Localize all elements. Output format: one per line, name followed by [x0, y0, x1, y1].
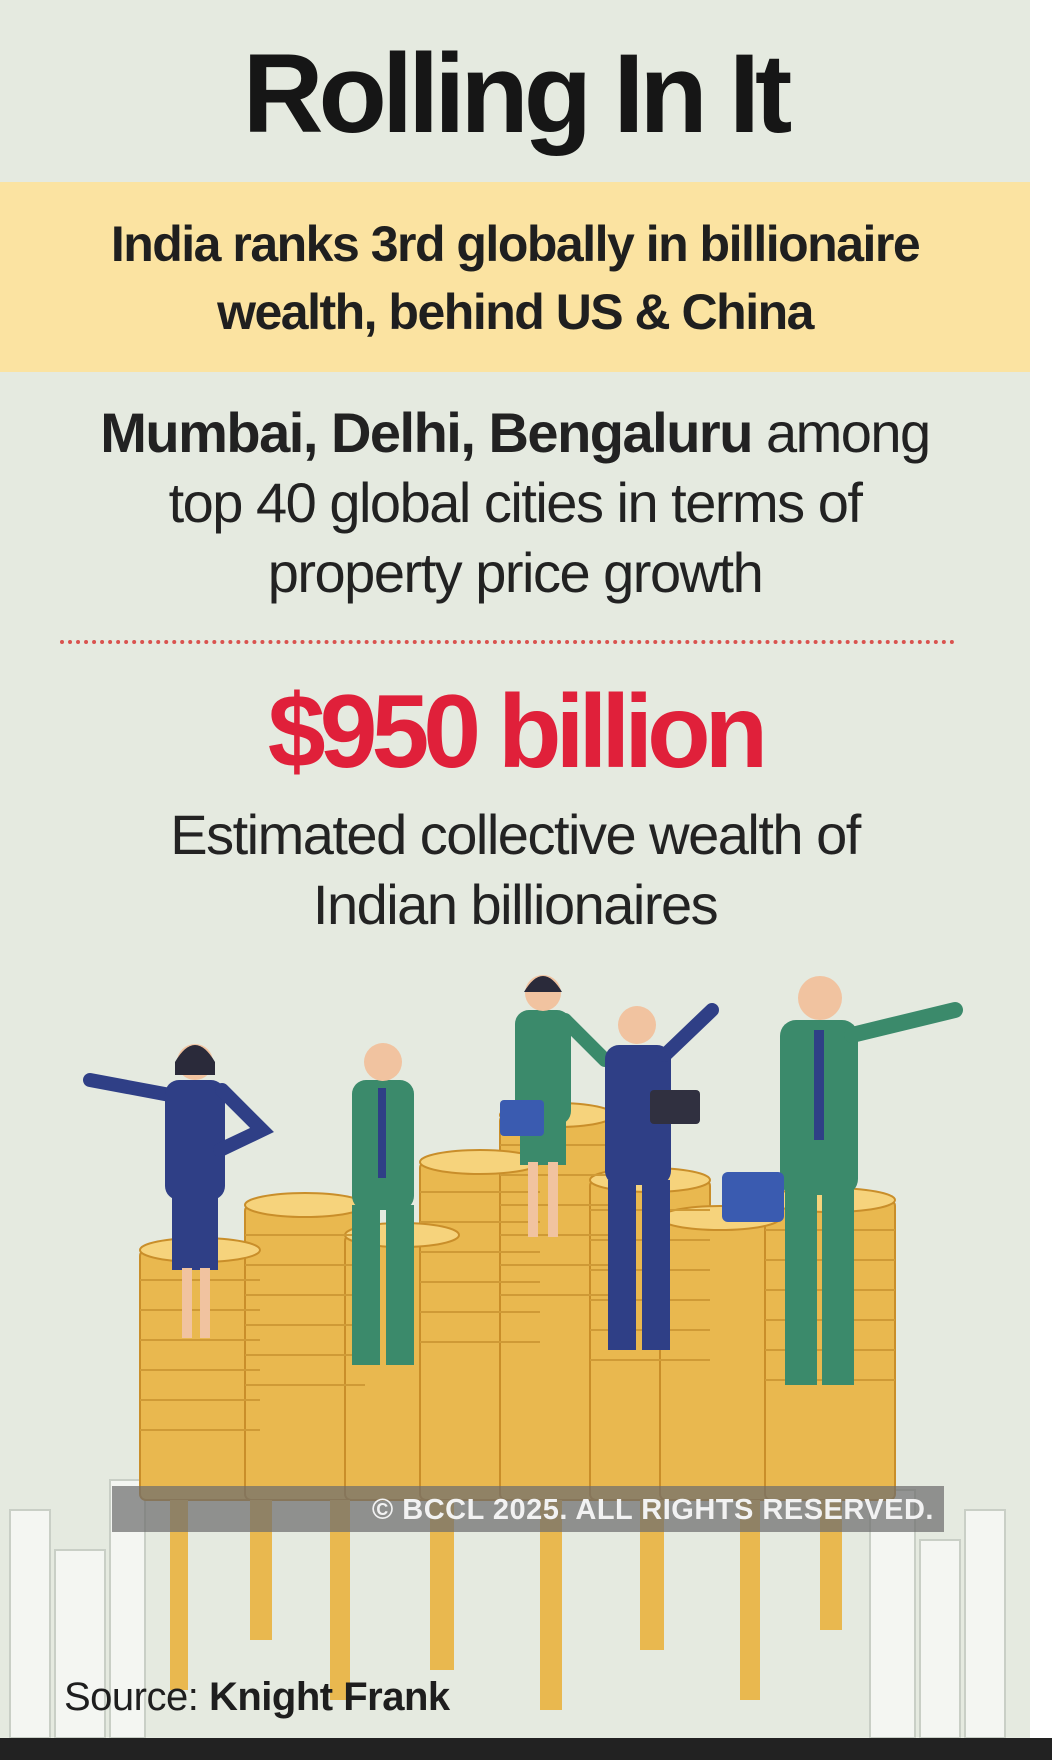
cities-line-3: property price growth	[267, 541, 764, 604]
source-label: Source:	[64, 1675, 199, 1719]
headline-line-1: India ranks 3rd globally in billionaire	[110, 216, 921, 272]
source-name: Knight Frank	[208, 1675, 450, 1719]
businesswoman-left	[83, 1044, 274, 1338]
cities-text: Mumbai, Delhi, Bengaluru among top 40 gl…	[40, 398, 990, 608]
wealth-line-1: Estimated collective wealth of	[170, 803, 861, 866]
infographic-title: Rolling In It	[242, 31, 793, 156]
wealth-amount: $950 billion	[267, 674, 768, 790]
cities-line-1: Mumbai, Delhi, Bengaluru among	[40, 398, 990, 468]
businessman-laptop	[605, 1003, 719, 1350]
wealth-line-2: Indian billionaires	[312, 873, 719, 936]
headline-text: India ranks 3rd globally in billionaire …	[40, 210, 990, 346]
page-edge	[1030, 0, 1052, 1738]
billionaires-on-coins-illustration	[9, 975, 1006, 1738]
businessman-phone	[352, 1043, 414, 1365]
businessman-right	[722, 976, 963, 1385]
wealth-description: Estimated collective wealth of Indian bi…	[40, 800, 990, 940]
copyright-bar	[112, 1486, 944, 1532]
bottom-bar	[0, 1738, 1052, 1760]
headline-line-2: wealth, behind US & China	[217, 284, 814, 340]
dotted-divider	[60, 640, 955, 644]
cities-names: Mumbai, Delhi, Bengaluru	[100, 401, 753, 464]
source-credit: Source: Knight Frank	[64, 1675, 450, 1720]
cities-among: among	[751, 401, 931, 464]
cities-line-2: top 40 global cities in terms of	[168, 471, 863, 534]
headline-band	[0, 182, 1030, 372]
copyright-notice: © BCCL 2025. ALL RIGHTS RESERVED.	[371, 1494, 934, 1526]
infographic: Rolling In It India ranks 3rd globally i…	[0, 0, 1030, 1738]
businesswoman-center	[500, 975, 612, 1237]
